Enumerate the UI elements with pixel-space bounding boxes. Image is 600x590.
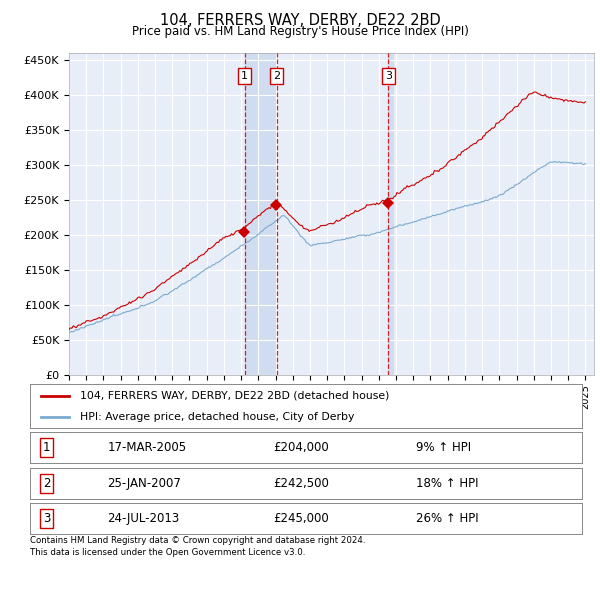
Text: 1: 1 — [43, 441, 50, 454]
Text: 2: 2 — [273, 71, 280, 81]
Bar — [388, 53, 394, 375]
Text: 1: 1 — [241, 71, 248, 81]
Text: £204,000: £204,000 — [273, 441, 329, 454]
Text: 18% ↑ HPI: 18% ↑ HPI — [416, 477, 479, 490]
Text: Price paid vs. HM Land Registry's House Price Index (HPI): Price paid vs. HM Land Registry's House … — [131, 25, 469, 38]
Text: 24-JUL-2013: 24-JUL-2013 — [107, 512, 179, 525]
Text: 17-MAR-2005: 17-MAR-2005 — [107, 441, 187, 454]
Text: 3: 3 — [43, 512, 50, 525]
Text: 26% ↑ HPI: 26% ↑ HPI — [416, 512, 479, 525]
Text: 25-JAN-2007: 25-JAN-2007 — [107, 477, 181, 490]
Text: 104, FERRERS WAY, DERBY, DE22 2BD: 104, FERRERS WAY, DERBY, DE22 2BD — [160, 13, 440, 28]
Text: 104, FERRERS WAY, DERBY, DE22 2BD (detached house): 104, FERRERS WAY, DERBY, DE22 2BD (detac… — [80, 391, 389, 401]
Bar — [245, 53, 277, 375]
Text: 9% ↑ HPI: 9% ↑ HPI — [416, 441, 472, 454]
Text: £245,000: £245,000 — [273, 512, 329, 525]
Text: 3: 3 — [385, 71, 392, 81]
Text: HPI: Average price, detached house, City of Derby: HPI: Average price, detached house, City… — [80, 412, 354, 422]
Text: £242,500: £242,500 — [273, 477, 329, 490]
Text: This data is licensed under the Open Government Licence v3.0.: This data is licensed under the Open Gov… — [30, 548, 305, 556]
Text: Contains HM Land Registry data © Crown copyright and database right 2024.: Contains HM Land Registry data © Crown c… — [30, 536, 365, 545]
Text: 2: 2 — [43, 477, 50, 490]
